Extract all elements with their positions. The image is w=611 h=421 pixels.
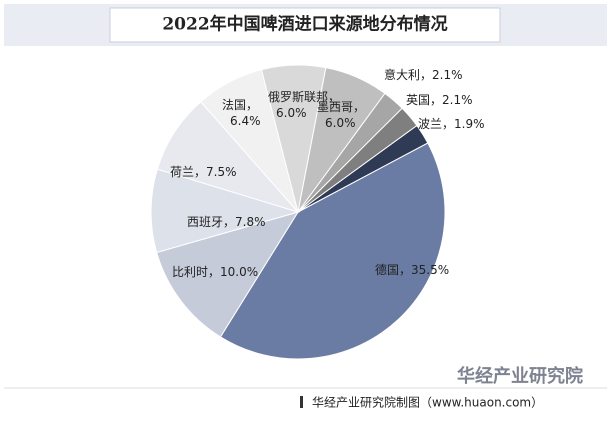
pie-slice: [156, 101, 300, 213]
data-label: 意大利，2.1%: [384, 67, 463, 82]
label-separator: ，: [442, 117, 454, 131]
category-label: 波兰: [418, 117, 442, 131]
label-separator: ，: [223, 215, 235, 229]
data-label: 荷兰，7.5%: [170, 165, 237, 179]
source: 华经产业研究院制图（www.huaon.com）: [312, 395, 543, 410]
pie-slice: [297, 124, 429, 213]
value-label: 2.1%: [442, 93, 473, 107]
data-label: 墨西哥， 6.0%: [317, 100, 365, 130]
value-label: 6.4%: [230, 114, 261, 128]
watermark: 华经产业研究院: [457, 365, 583, 387]
chart-title: 2022年中国啤酒进口来源地分布情况: [162, 14, 447, 35]
label-separator: ，: [420, 68, 432, 82]
pie-slice: [219, 142, 446, 360]
label-separator: ，: [430, 93, 442, 107]
label-separator: ，: [194, 165, 206, 179]
data-label: 法国， 6.4%: [222, 98, 261, 128]
label-separator: ，: [353, 100, 365, 114]
data-label: 英国，2.1%: [406, 93, 473, 107]
value-label: 6.0%: [276, 106, 307, 120]
value-label: 2.1%: [432, 68, 463, 82]
category-label: 墨西哥: [317, 100, 353, 114]
pie-slice: [156, 211, 300, 338]
value-label: 10.0%: [220, 265, 258, 279]
data-label: 德国，35.5%: [375, 262, 449, 277]
value-label: 7.5%: [206, 165, 237, 179]
label-separator: ，: [399, 263, 411, 277]
value-label: 1.9%: [454, 117, 485, 131]
data-label: 俄罗斯联邦， 6.0%: [268, 90, 340, 120]
label-separator: ，: [208, 265, 220, 279]
category-label: 荷兰: [170, 165, 194, 179]
category-label: 意大利: [384, 67, 420, 82]
category-label: 英国: [406, 93, 430, 107]
category-label: 德国: [375, 262, 399, 277]
value-label: 7.8%: [235, 215, 266, 229]
source-icon: [300, 396, 303, 408]
category-label: 比利时: [172, 265, 208, 279]
data-label: 波兰，1.9%: [418, 117, 485, 131]
title-box: [109, 7, 501, 43]
data-label: 比利时，10.0%: [172, 265, 258, 279]
category-label: 西班牙: [187, 215, 223, 229]
value-label: 6.0%: [325, 116, 356, 130]
value-label: 35.5%: [411, 263, 449, 277]
data-label: 西班牙，7.8%: [187, 215, 266, 229]
label-separator: ，: [328, 90, 340, 104]
category-label: 法国: [222, 98, 246, 112]
label-separator: ，: [246, 98, 258, 112]
pie-slice: [150, 168, 300, 254]
category-label: 俄罗斯联邦: [268, 90, 328, 104]
